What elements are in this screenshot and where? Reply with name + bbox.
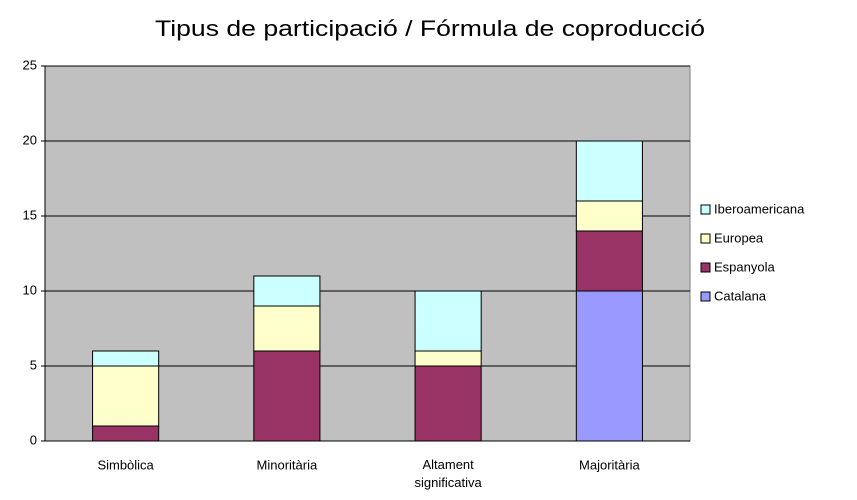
bar-segment	[575, 230, 643, 292]
y-tick-label: 5	[30, 357, 37, 372]
bar-segment	[92, 350, 160, 367]
bar-segment	[575, 290, 643, 442]
y-tick-label: 15	[23, 207, 37, 222]
bar-segment	[575, 200, 643, 232]
legend-swatch	[700, 262, 711, 273]
bar-segment	[414, 290, 482, 352]
x-tick-label: Simbòlica	[97, 457, 154, 472]
bar-segment	[253, 305, 321, 352]
y-tick-label: 0	[30, 432, 37, 447]
legend-label: Catalana	[714, 288, 767, 303]
bar-segment	[575, 140, 643, 202]
legend-swatch	[700, 233, 711, 244]
y-tick-label: 20	[23, 132, 37, 147]
x-tick-label: Minoritària	[257, 457, 318, 472]
y-tick-label: 10	[23, 282, 37, 297]
legend-swatch	[700, 291, 711, 302]
legend-label: Espanyola	[714, 259, 775, 274]
bar-segment	[253, 350, 321, 442]
x-tick-label: Altament significativa	[415, 457, 483, 490]
chart-title: Tipus de participació / Fórmula de copro…	[155, 16, 705, 41]
bar-segment	[92, 365, 160, 427]
bar-segment	[92, 425, 160, 442]
bar-segment	[414, 350, 482, 367]
x-tick-label: Majoritària	[579, 457, 640, 472]
y-tick-label: 25	[23, 57, 37, 72]
legend-label: Iberoamericana	[714, 201, 805, 216]
bar-segment	[253, 275, 321, 307]
bar-segment	[414, 365, 482, 442]
legend-label: Europea	[714, 230, 764, 245]
legend-swatch	[700, 204, 711, 215]
